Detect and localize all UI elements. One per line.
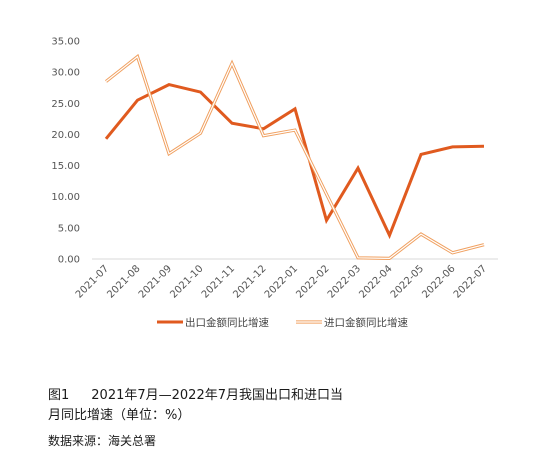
data-source: 数据来源：海关总署 [48,434,157,448]
y-tick-label: 10.00 [51,192,80,203]
legend-label-import: 进口金额同比增速 [324,316,408,329]
y-axis: 0.00 5.00 10.00 15.00 20.00 25.00 30.00 35.00 [51,37,80,266]
x-tick-label: 2021-11 [200,263,237,300]
x-axis: 2021-072021-082021-092021-102021-112021-… [74,258,498,301]
x-tick-label: 2022-07 [452,263,489,300]
series-line-export [104,83,485,240]
legend-label-export: 出口金额同比增速 [185,316,269,329]
y-tick-label: 5.00 [58,223,80,234]
y-tick-label: 30.00 [51,68,80,79]
x-tick-label: 2022-04 [357,263,394,300]
y-tick-label: 25.00 [51,99,80,110]
y-tick-label: 35.00 [51,37,80,48]
y-tick-label: 15.00 [51,161,80,172]
x-tick-label: 2022-06 [420,263,457,300]
x-tick-label: 2022-02 [294,263,331,300]
x-tick-label: 2021-12 [231,263,268,300]
x-tick-label: 2021-09 [137,263,174,300]
figure-caption: 图1 2021年7月—2022年7月我国出口和进口当 月同比增速（单位：%） [48,386,343,426]
x-tick-label: 2022-01 [263,263,300,300]
y-tick-label: 0.00 [58,255,80,266]
line-chart: 0.00 5.00 10.00 15.00 20.00 25.00 30.00 35.00 2… [51,37,498,329]
series-layer [104,53,485,261]
x-tick-label: 2021-10 [168,263,205,300]
caption-line-2: 月同比增速（单位：%） [48,408,191,423]
legend: 出口金额同比增速 进口金额同比增速 [157,316,408,329]
series-line-import-inner [105,55,485,260]
x-tick-label: 2022-05 [389,263,426,300]
y-tick-label: 20.00 [51,130,80,141]
figure-number: 图1 [48,388,70,403]
caption-line-1: 2021年7月—2022年7月我国出口和进口当 [91,388,343,403]
x-tick-label: 2021-07 [74,263,111,300]
x-tick-label: 2021-08 [105,263,142,300]
x-tick-label: 2022-03 [326,263,363,300]
